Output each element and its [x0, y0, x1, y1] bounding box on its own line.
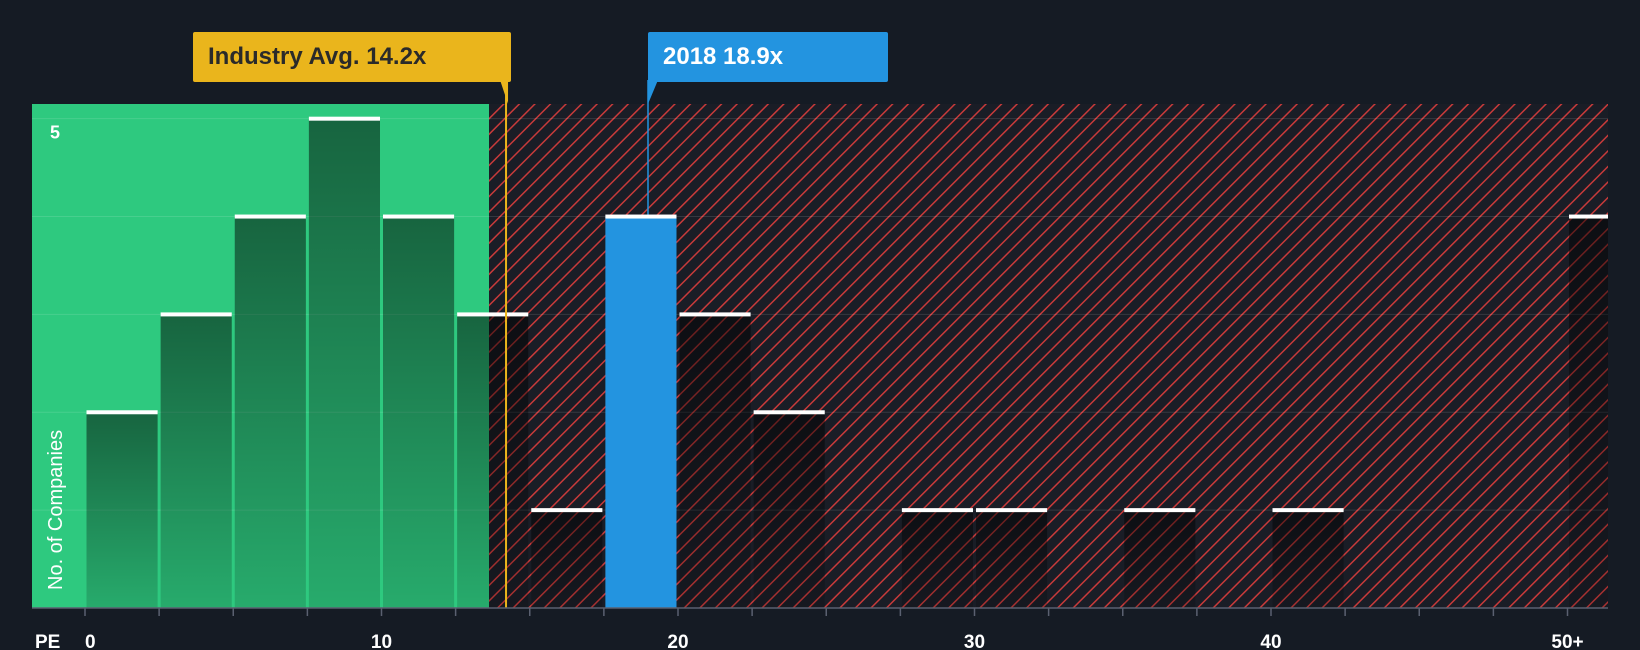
bar — [457, 314, 529, 608]
bar-top-cap — [753, 410, 825, 415]
x-axis: 0 10 20 30 40 50+ PE — [32, 607, 1608, 650]
bar — [160, 314, 232, 608]
company-pe-label: 2018 18.9x — [663, 43, 784, 70]
bar-top-cap — [308, 116, 380, 121]
y-axis: 5 No. of Companies — [45, 123, 67, 590]
industry-average-label: Industry Avg. 14.2x — [208, 43, 427, 70]
highlighted-bar — [605, 216, 677, 608]
bar-top-cap — [976, 508, 1048, 513]
x-tick-label: 0 — [85, 632, 96, 650]
bars — [86, 116, 1608, 608]
bar-top-cap — [160, 312, 232, 317]
company-pe-callout: 2018 18.9x — [648, 32, 888, 82]
bar — [1272, 510, 1344, 608]
x-tick-label: 10 — [371, 632, 392, 650]
bar — [308, 118, 380, 608]
bar — [1569, 216, 1608, 608]
bar-top-cap — [531, 508, 603, 513]
bar — [86, 412, 158, 608]
bar-top-cap — [1124, 508, 1196, 513]
bar — [679, 314, 751, 608]
bar — [383, 216, 455, 608]
x-tick-label: 20 — [667, 632, 688, 650]
bar — [234, 216, 306, 608]
bar — [901, 510, 973, 608]
y-tick-label: 5 — [50, 123, 60, 143]
industry-callout-pointer — [500, 80, 509, 104]
bar-top-cap — [1272, 508, 1344, 513]
bar-top-cap — [457, 312, 529, 317]
industry-average-callout: Industry Avg. 14.2x — [193, 32, 511, 82]
bar — [753, 412, 825, 608]
bar-top-cap — [605, 214, 677, 219]
bar — [531, 510, 603, 608]
bar-top-cap — [679, 312, 751, 317]
marker-lines — [500, 80, 658, 608]
bar — [1124, 510, 1196, 608]
x-tick-label: 30 — [964, 632, 985, 650]
bar-top-cap — [86, 410, 158, 415]
x-tick-label: 50+ — [1551, 632, 1583, 650]
y-axis-title: No. of Companies — [45, 430, 67, 590]
bar-top-cap — [1569, 214, 1608, 219]
bar — [976, 510, 1048, 608]
bar-top-cap — [383, 214, 455, 219]
bar-top-cap — [234, 214, 306, 219]
x-axis-title: PE — [35, 632, 60, 650]
x-tick-label: 40 — [1260, 632, 1281, 650]
company-callout-pointer — [648, 80, 658, 104]
bar-top-cap — [901, 508, 973, 513]
